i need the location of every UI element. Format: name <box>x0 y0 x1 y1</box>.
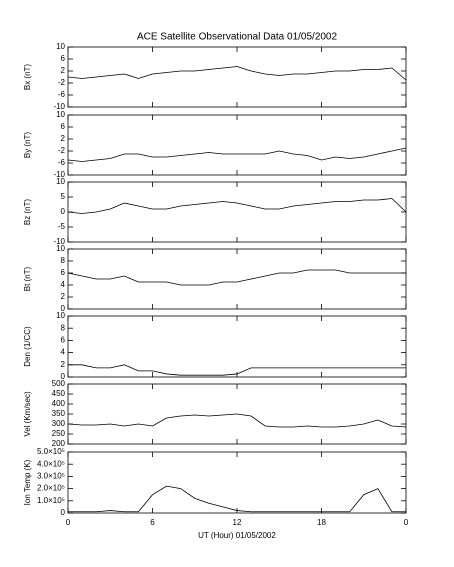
y-tick-label: 5.0×10⁵ <box>37 447 65 456</box>
y-tick-label: 2 <box>61 292 66 301</box>
x-tick-label: 6 <box>150 518 155 527</box>
y-tick-label: 10 <box>56 110 65 119</box>
chart-title: ACE Satellite Observational Data 01/05/2… <box>137 32 338 43</box>
y-tick-label: 6 <box>61 122 66 131</box>
y-tick-label: 0 <box>61 207 66 216</box>
y-tick-label: -10 <box>53 170 65 179</box>
y-tick-label: 4 <box>61 280 66 289</box>
y-tick-label: -2 <box>58 78 66 87</box>
y-tick-label: -10 <box>53 237 65 246</box>
y-tick-label: -6 <box>58 158 66 167</box>
plot-frame <box>67 451 407 514</box>
x-tick-label: 0 <box>404 518 409 527</box>
y-tick-label: -5 <box>58 222 66 231</box>
y-tick-label: 3.0×10⁵ <box>37 472 65 481</box>
data-line <box>68 364 406 376</box>
y-tick-label: 4 <box>61 348 66 357</box>
y-tick-label: 2 <box>61 134 66 143</box>
plot-frame <box>67 248 407 310</box>
y-tick-label: -2 <box>58 146 66 155</box>
x-tick-label: 12 <box>233 518 242 527</box>
y-tick-label: 6 <box>61 268 66 277</box>
y-tick-label: 6 <box>61 54 66 63</box>
y-tick-label: 200 <box>52 439 66 448</box>
y-tick-label: 2 <box>61 360 66 369</box>
y-tick-label: 10 <box>56 244 65 253</box>
data-line <box>67 269 406 286</box>
y-tick-label: 0 <box>61 508 66 517</box>
y-axis-label: Bx (nT) <box>23 64 32 91</box>
y-tick-label: 6 <box>61 336 66 345</box>
y-axis-label: Bt (nT) <box>23 266 32 291</box>
y-axis-label: Bz (nT) <box>23 199 32 226</box>
y-tick-label: 500 <box>52 379 66 388</box>
y-tick-label: 2 <box>61 66 66 75</box>
y-tick-label: 0 <box>61 304 66 313</box>
x-axis-label: UT (Hour) 01/05/2002 <box>198 531 276 540</box>
y-tick-label: 4.0×10⁵ <box>37 459 65 468</box>
y-tick-label: -10 <box>53 102 65 111</box>
y-tick-label: 250 <box>52 429 66 438</box>
data-line <box>67 147 407 162</box>
y-axis-label: By (nT) <box>23 132 32 159</box>
x-tick-label: 0 <box>66 518 71 527</box>
x-tick-label: 18 <box>317 518 326 527</box>
y-tick-label: 8 <box>61 256 66 265</box>
data-line <box>67 66 407 81</box>
y-tick-label: 10 <box>56 177 65 186</box>
y-tick-label: 10 <box>56 42 65 51</box>
y-tick-label: 10 <box>56 311 65 320</box>
y-tick-label: 400 <box>52 399 66 408</box>
plot-frame <box>67 46 407 108</box>
data-line <box>67 413 407 428</box>
y-tick-label: 1.0×10⁵ <box>37 496 65 505</box>
y-tick-label: 5 <box>61 192 66 201</box>
y-axis-label: Den (1/CC) <box>23 326 32 367</box>
y-tick-label: 350 <box>52 409 66 418</box>
y-axis-label: Vel (Km/sec) <box>23 391 32 437</box>
y-tick-label: -6 <box>58 90 66 99</box>
y-tick-label: 8 <box>61 323 66 332</box>
plot-frame <box>67 114 407 176</box>
y-axis-label: Ion Temp (K) <box>23 459 32 505</box>
y-tick-label: 450 <box>52 389 66 398</box>
data-line <box>67 198 407 214</box>
plot-frame <box>67 181 407 243</box>
y-tick-label: 0 <box>61 372 66 381</box>
y-tick-label: 300 <box>52 419 66 428</box>
data-line <box>68 485 406 513</box>
y-tick-label: 2.0×10⁵ <box>37 484 65 493</box>
